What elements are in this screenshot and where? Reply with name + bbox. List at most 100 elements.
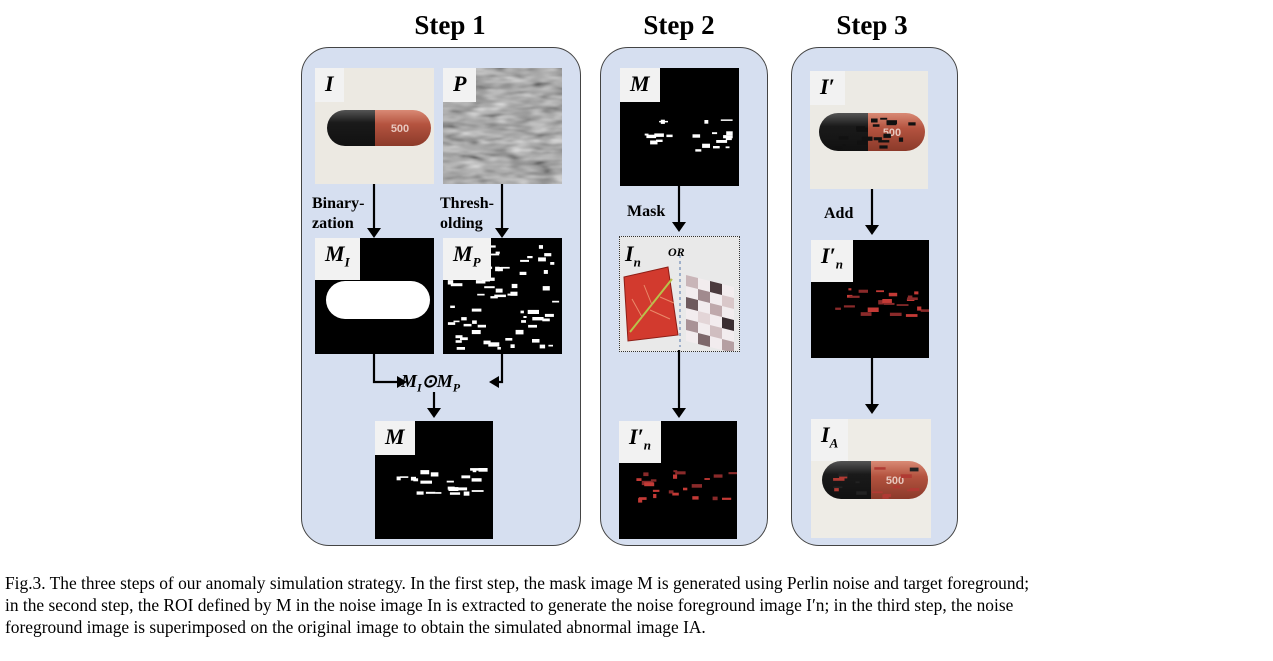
- speckle: [668, 490, 674, 494]
- speckle: [704, 478, 710, 480]
- speckle: [448, 487, 459, 491]
- speckle: [871, 118, 878, 123]
- speckle: [713, 474, 723, 478]
- speckle: [646, 134, 657, 139]
- speckle: [867, 307, 879, 312]
- speckle: [396, 476, 401, 481]
- speckle: [834, 146, 843, 149]
- speckle: [461, 317, 467, 321]
- speckle: [638, 497, 647, 500]
- label-I-prime: I′: [810, 71, 845, 105]
- speckle: [475, 280, 486, 284]
- mask-label: Mask: [627, 203, 666, 220]
- speckle: [447, 280, 454, 285]
- speckle: [532, 317, 544, 321]
- speckle: [488, 342, 500, 347]
- speckle: [833, 486, 843, 489]
- label-MI: MI: [315, 238, 360, 281]
- label-P: P: [443, 68, 477, 102]
- speckle: [471, 330, 481, 335]
- pill-imprint-text: 500: [391, 123, 409, 135]
- label-M-step1: M: [375, 421, 415, 455]
- thresholding-label: Thresh- olding: [440, 195, 494, 232]
- speckle: [728, 472, 737, 475]
- label-In: In: [625, 241, 641, 270]
- speckle: [900, 474, 912, 478]
- speckle: [909, 467, 919, 472]
- speckle: [898, 137, 904, 142]
- step3-arrow-2: [865, 358, 879, 414]
- speckle: [884, 493, 892, 497]
- simulated-abnormal-image-IA: 500 IA: [811, 419, 931, 538]
- speckle: [461, 475, 471, 479]
- capsule-image-I-prime: 500 I′: [810, 71, 928, 189]
- speckle: [447, 322, 456, 325]
- step2-arrow-1: [672, 186, 686, 232]
- speckle: [907, 295, 913, 299]
- speckle: [712, 132, 718, 135]
- speckle: [519, 271, 527, 275]
- speckle: [725, 137, 732, 141]
- speckle: [878, 300, 884, 305]
- speckle: [542, 318, 550, 322]
- binarization-label: Binary- zation: [312, 195, 365, 232]
- speckle: [834, 488, 839, 492]
- label-In-prime-step3: I′n: [811, 240, 853, 283]
- speckle: [520, 259, 529, 262]
- speckle: [456, 347, 465, 350]
- speckle: [720, 119, 733, 121]
- speckle: [907, 297, 918, 300]
- speckle: [495, 288, 503, 293]
- speckle: [490, 296, 498, 299]
- speckle: [472, 320, 477, 324]
- speckle: [543, 270, 548, 274]
- step3-title: Step 3: [836, 10, 908, 40]
- speckle: [917, 306, 922, 311]
- speckle: [552, 300, 560, 303]
- speckle: [644, 133, 649, 136]
- speckle: [471, 308, 482, 312]
- speckle: [855, 481, 860, 484]
- speckle: [463, 323, 472, 327]
- or-label: OR: [668, 245, 685, 259]
- speckle: [673, 474, 678, 479]
- speckle: [643, 472, 649, 477]
- speckle: [484, 286, 495, 289]
- speckle: [675, 471, 686, 475]
- speckle: [882, 299, 892, 304]
- speckle: [523, 316, 527, 318]
- speckle: [650, 479, 657, 482]
- speckle: [435, 492, 442, 494]
- speckle: [400, 476, 409, 478]
- speckle: [527, 309, 539, 314]
- speckle: [446, 480, 454, 483]
- speckle: [472, 469, 477, 473]
- speckle: [892, 485, 900, 489]
- speckle: [489, 245, 496, 248]
- speckle: [849, 295, 860, 298]
- step1-merge-arrows: [372, 354, 504, 418]
- speckle: [550, 262, 555, 265]
- speckle: [848, 288, 852, 291]
- speckle: [835, 307, 841, 310]
- label-MP: MP: [443, 238, 491, 281]
- speckle: [471, 478, 482, 482]
- speckle: [505, 338, 513, 341]
- pill-imprint-text-IA: 500: [886, 475, 904, 487]
- speckle: [510, 344, 515, 348]
- speckle: [510, 291, 518, 296]
- label-I: I: [315, 68, 344, 102]
- speckle: [860, 312, 872, 316]
- speckle: [886, 121, 897, 126]
- speckle: [673, 470, 678, 473]
- speckle: [539, 344, 546, 349]
- speckle: [716, 140, 728, 143]
- speckle: [449, 492, 461, 495]
- speckle: [856, 491, 867, 495]
- speckle: [494, 294, 506, 298]
- speckle: [500, 266, 510, 269]
- speckle: [542, 286, 550, 291]
- speckle: [713, 146, 720, 149]
- speckle: [544, 253, 552, 257]
- speckle: [520, 310, 524, 314]
